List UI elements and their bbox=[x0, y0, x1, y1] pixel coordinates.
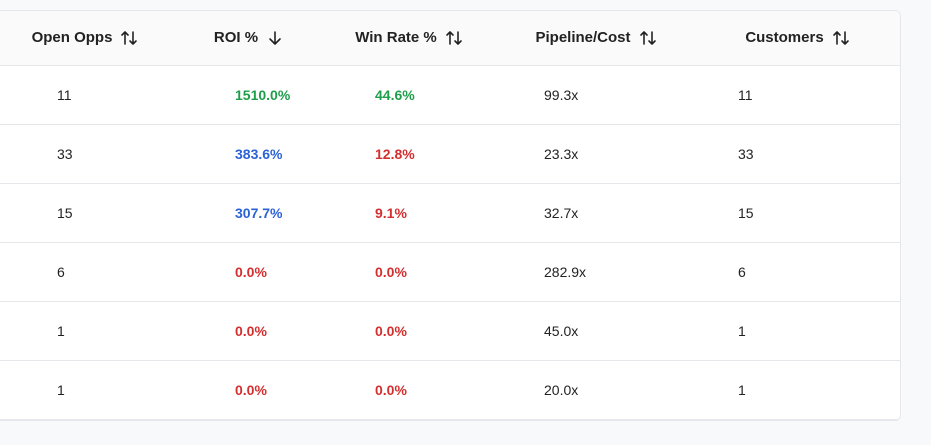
performance-table-card: Open Opps ROI % bbox=[0, 10, 901, 421]
column-header-open-opps[interactable]: Open Opps bbox=[0, 11, 179, 66]
cell-pipeline-cost: 23.3x bbox=[544, 145, 579, 162]
header-row: Open Opps ROI % bbox=[0, 11, 900, 66]
cell-customers: 6 bbox=[738, 263, 746, 280]
table-header: Open Opps ROI % bbox=[0, 11, 900, 66]
cell-open-opps: 15 bbox=[57, 204, 73, 221]
table-body: 11 1510.0% 44.6% 99.3x 11 33 383.6% 12.8… bbox=[0, 65, 900, 419]
table-row[interactable]: 1 0.0% 0.0% 20.0x 1 bbox=[0, 360, 900, 419]
table-row[interactable]: 6 0.0% 0.0% 282.9x 6 bbox=[0, 242, 900, 301]
cell-win-rate: 0.0% bbox=[375, 263, 407, 280]
cell-win-rate: 0.0% bbox=[375, 381, 407, 398]
cell-pipeline-cost: 282.9x bbox=[544, 263, 587, 280]
column-header-roi[interactable]: ROI % bbox=[179, 11, 319, 66]
sort-both-icon[interactable] bbox=[832, 30, 850, 46]
column-header-label: Win Rate % bbox=[355, 29, 437, 47]
table-row[interactable]: 1 0.0% 0.0% 45.0x 1 bbox=[0, 301, 900, 360]
sort-both-icon[interactable] bbox=[639, 30, 657, 46]
cell-roi: 307.7% bbox=[235, 204, 283, 221]
table-row[interactable]: 33 383.6% 12.8% 23.3x 33 bbox=[0, 124, 900, 183]
sort-both-icon[interactable] bbox=[445, 30, 463, 46]
column-header-win-rate[interactable]: Win Rate % bbox=[319, 11, 499, 66]
cell-customers: 15 bbox=[738, 204, 754, 221]
sort-both-icon[interactable] bbox=[120, 30, 138, 46]
cell-customers: 1 bbox=[738, 322, 746, 339]
cell-roi: 0.0% bbox=[235, 263, 267, 280]
cell-roi: 1510.0% bbox=[235, 86, 291, 103]
cell-open-opps: 1 bbox=[57, 381, 65, 398]
sort-desc-icon[interactable] bbox=[266, 30, 284, 46]
cell-pipeline-cost: 20.0x bbox=[544, 381, 579, 398]
cell-customers: 1 bbox=[738, 381, 746, 398]
cell-win-rate: 44.6% bbox=[375, 86, 415, 103]
column-header-label: Customers bbox=[745, 29, 824, 47]
table-row[interactable]: 11 1510.0% 44.6% 99.3x 11 bbox=[0, 65, 900, 124]
cell-open-opps: 11 bbox=[57, 86, 72, 103]
cell-pipeline-cost: 45.0x bbox=[544, 322, 579, 339]
cell-win-rate: 9.1% bbox=[375, 204, 407, 221]
column-header-label: Open Opps bbox=[31, 29, 113, 47]
cell-pipeline-cost: 32.7x bbox=[544, 204, 579, 221]
performance-table: Open Opps ROI % bbox=[0, 11, 900, 420]
column-header-label: Pipeline/Cost bbox=[535, 29, 631, 47]
cell-roi: 0.0% bbox=[235, 322, 267, 339]
table-row[interactable]: 15 307.7% 9.1% 32.7x 15 bbox=[0, 183, 900, 242]
cell-win-rate: 0.0% bbox=[375, 322, 407, 339]
cell-pipeline-cost: 99.3x bbox=[544, 86, 579, 103]
cell-open-opps: 6 bbox=[57, 263, 65, 280]
cell-open-opps: 1 bbox=[57, 322, 65, 339]
column-header-pipeline-cost[interactable]: Pipeline/Cost bbox=[499, 11, 693, 66]
cell-customers: 11 bbox=[738, 86, 753, 103]
column-header-label: ROI % bbox=[213, 29, 259, 47]
cell-customers: 33 bbox=[738, 145, 754, 162]
cell-roi: 383.6% bbox=[235, 145, 283, 162]
cell-roi: 0.0% bbox=[235, 381, 267, 398]
cell-open-opps: 33 bbox=[57, 145, 73, 162]
column-header-customers[interactable]: Customers bbox=[693, 11, 900, 66]
cell-win-rate: 12.8% bbox=[375, 145, 415, 162]
